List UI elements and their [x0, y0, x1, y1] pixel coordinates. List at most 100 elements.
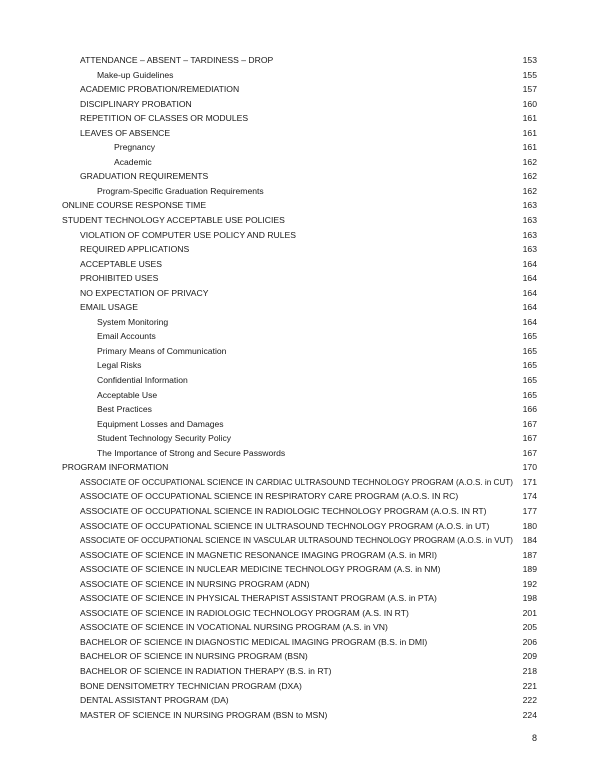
toc-entry-page: 161 — [522, 113, 537, 124]
toc-entry-page: 163 — [522, 229, 537, 240]
toc-entry-page: 162 — [522, 156, 537, 167]
toc-entry-title: ASSOCIATE OF SCIENCE IN VOCATIONAL NURSI… — [80, 622, 388, 633]
toc-entry[interactable]: ASSOCIATE OF SCIENCE IN MAGNETIC RESONAN… — [0, 548, 600, 563]
toc-entry[interactable]: Primary Means of Communication 165 — [0, 344, 600, 359]
table-of-contents: ATTENDANCE – ABSENT – TARDINESS – DROP 15… — [0, 53, 600, 722]
toc-entry-title: NO EXPECTATION OF PRIVACY — [80, 287, 209, 298]
toc-entry[interactable]: DISCIPLINARY PROBATION 160 — [0, 97, 600, 112]
toc-entry[interactable]: ATTENDANCE – ABSENT – TARDINESS – DROP 15… — [0, 53, 600, 68]
toc-entry[interactable]: ASSOCIATE OF OCCUPATIONAL SCIENCE IN RES… — [0, 489, 600, 504]
toc-entry-title: BACHELOR OF SCIENCE IN DIAGNOSTIC MEDICA… — [80, 636, 428, 647]
toc-entry[interactable]: ASSOCIATE OF SCIENCE IN RADIOLOGIC TECHN… — [0, 606, 600, 621]
toc-entry-title: REPETITION OF CLASSES OR MODULES — [80, 113, 249, 124]
toc-entry-page: 164 — [522, 316, 537, 327]
toc-entry[interactable]: MASTER OF SCIENCE IN NURSING PROGRAM (BS… — [0, 708, 600, 723]
toc-entry[interactable]: Confidential Information 165 — [0, 373, 600, 388]
toc-entry-title: Email Accounts — [97, 331, 156, 342]
toc-entry[interactable]: Email Accounts 165 — [0, 329, 600, 344]
toc-entry[interactable]: Equipment Losses and Damages 167 — [0, 417, 600, 432]
toc-entry-page: 153 — [522, 55, 537, 65]
toc-entry[interactable]: BONE DENSITOMETRY TECHNICIAN PROGRAM (DX… — [0, 679, 600, 694]
toc-entry-title: BONE DENSITOMETRY TECHNICIAN PROGRAM (DX… — [80, 680, 302, 691]
toc-entry[interactable]: ASSOCIATE OF SCIENCE IN VOCATIONAL NURSI… — [0, 620, 600, 635]
toc-entry-page: 155 — [522, 69, 537, 80]
toc-entry-title: The Importance of Strong and Secure Pass… — [97, 447, 286, 458]
toc-entry-page: 174 — [522, 491, 537, 502]
toc-entry[interactable]: Student Technology Security Policy 167 — [0, 431, 600, 446]
toc-entry[interactable]: EMAIL USAGE 164 — [0, 300, 600, 315]
toc-entry[interactable]: Program-Specific Graduation Requirements… — [0, 184, 600, 199]
toc-entry[interactable]: Acceptable Use 165 — [0, 388, 600, 403]
toc-entry-page: 192 — [522, 578, 537, 589]
toc-entry-page: 164 — [522, 287, 537, 298]
toc-entry-page: 161 — [522, 142, 537, 153]
toc-entry[interactable]: ASSOCIATE OF OCCUPATIONAL SCIENCE IN RAD… — [0, 504, 600, 519]
toc-entry-title: Program-Specific Graduation Requirements — [97, 185, 264, 196]
toc-entry-page: 167 — [522, 433, 537, 444]
toc-entry[interactable]: Best Practices 166 — [0, 402, 600, 417]
toc-entry[interactable]: Pregnancy 161 — [0, 140, 600, 155]
toc-entry-title: PROHIBITED USES — [80, 273, 159, 284]
toc-entry-page: 160 — [522, 98, 537, 109]
toc-entry[interactable]: ASSOCIATE OF SCIENCE IN NURSING PROGRAM … — [0, 577, 600, 592]
toc-entry[interactable]: Legal Risks 165 — [0, 358, 600, 373]
toc-entry[interactable]: BACHELOR OF SCIENCE IN DIAGNOSTIC MEDICA… — [0, 635, 600, 650]
toc-entry-title: ASSOCIATE OF OCCUPATIONAL SCIENCE IN RAD… — [80, 505, 487, 516]
toc-entry[interactable]: ASSOCIATE OF SCIENCE IN NUCLEAR MEDICINE… — [0, 562, 600, 577]
toc-entry-title: ASSOCIATE OF SCIENCE IN PHYSICAL THERAPI… — [80, 593, 437, 604]
toc-entry-page: 167 — [522, 447, 537, 458]
toc-entry-page: 165 — [522, 389, 537, 400]
toc-entry-title: ACCEPTABLE USES — [80, 258, 162, 269]
toc-entry[interactable]: ASSOCIATE OF OCCUPATIONAL SCIENCE IN CAR… — [0, 475, 600, 490]
toc-entry-title: ONLINE COURSE RESPONSE TIME — [62, 200, 207, 211]
toc-entry[interactable]: ASSOCIATE OF SCIENCE IN PHYSICAL THERAPI… — [0, 591, 600, 606]
toc-entry[interactable]: ACCEPTABLE USES 164 — [0, 257, 600, 272]
toc-entry-page: 166 — [522, 404, 537, 415]
toc-entry-page: 157 — [522, 84, 537, 95]
toc-entry-page: 189 — [522, 564, 537, 575]
toc-entry[interactable]: REQUIRED APPLICATIONS 163 — [0, 242, 600, 257]
toc-entry[interactable]: BACHELOR OF SCIENCE IN NURSING PROGRAM (… — [0, 649, 600, 664]
toc-entry-title: ASSOCIATE OF OCCUPATIONAL SCIENCE IN CAR… — [80, 476, 514, 487]
toc-entry[interactable]: The Importance of Strong and Secure Pass… — [0, 446, 600, 461]
toc-entry-title: Acceptable Use — [97, 389, 158, 400]
toc-entry[interactable]: NO EXPECTATION OF PRIVACY 164 — [0, 286, 600, 301]
toc-entry-title: ASSOCIATE OF OCCUPATIONAL SCIENCE IN RES… — [80, 491, 459, 502]
toc-entry-title: Confidential Information — [97, 375, 188, 386]
toc-entry-page: 165 — [522, 331, 537, 342]
toc-entry[interactable]: Academic 162 — [0, 155, 600, 170]
toc-entry-title: VIOLATION OF COMPUTER USE POLICY AND RUL… — [80, 229, 297, 240]
toc-entry-title: Equipment Losses and Damages — [97, 418, 224, 429]
toc-entry[interactable]: System Monitoring 164 — [0, 315, 600, 330]
toc-entry-page: 164 — [522, 302, 537, 313]
toc-entry[interactable]: ACADEMIC PROBATION/REMEDIATION 157 — [0, 82, 600, 97]
toc-entry-page: 165 — [522, 360, 537, 371]
toc-entry-page: 201 — [522, 607, 537, 618]
toc-entry-title: ASSOCIATE OF SCIENCE IN RADIOLOGIC TECHN… — [80, 607, 409, 618]
toc-entry-title: ACADEMIC PROBATION/REMEDIATION — [80, 84, 240, 95]
toc-entry-page: 218 — [522, 665, 537, 676]
toc-entry[interactable]: DENTAL ASSISTANT PROGRAM (DA) 222 — [0, 693, 600, 708]
toc-entry[interactable]: STUDENT TECHNOLOGY ACCEPTABLE USE POLICI… — [0, 213, 600, 228]
toc-entry-title: ASSOCIATE OF SCIENCE IN NUCLEAR MEDICINE… — [80, 564, 441, 575]
toc-entry-title: STUDENT TECHNOLOGY ACCEPTABLE USE POLICI… — [62, 215, 285, 226]
toc-entry[interactable]: ONLINE COURSE RESPONSE TIME 163 — [0, 198, 600, 213]
toc-entry-page: 165 — [522, 345, 537, 356]
toc-entry[interactable]: BACHELOR OF SCIENCE IN RADIATION THERAPY… — [0, 664, 600, 679]
toc-entry-page: 177 — [522, 505, 537, 516]
toc-entry[interactable]: LEAVES OF ABSENCE 161 — [0, 126, 600, 141]
toc-entry[interactable]: REPETITION OF CLASSES OR MODULES 161 — [0, 111, 600, 126]
toc-entry-title: Legal Risks — [97, 360, 142, 371]
toc-entry-title: System Monitoring — [97, 316, 169, 327]
toc-entry-title: Academic — [114, 156, 152, 167]
toc-entry-title: ATTENDANCE – ABSENT – TARDINESS – DROP — [80, 55, 274, 65]
toc-entry[interactable]: Make-up Guidelines 155 — [0, 68, 600, 83]
toc-entry[interactable]: PROGRAM INFORMATION 170 — [0, 460, 600, 475]
toc-entry[interactable]: ASSOCIATE OF OCCUPATIONAL SCIENCE IN ULT… — [0, 519, 600, 534]
toc-entry[interactable]: VIOLATION OF COMPUTER USE POLICY AND RUL… — [0, 228, 600, 243]
toc-entry[interactable]: GRADUATION REQUIREMENTS 162 — [0, 169, 600, 184]
toc-entry[interactable]: PROHIBITED USES 164 — [0, 271, 600, 286]
toc-entry-title: PROGRAM INFORMATION — [62, 462, 169, 473]
toc-entry[interactable]: ASSOCIATE OF OCCUPATIONAL SCIENCE IN VAS… — [0, 533, 600, 548]
toc-entry-title: DISCIPLINARY PROBATION — [80, 98, 192, 109]
